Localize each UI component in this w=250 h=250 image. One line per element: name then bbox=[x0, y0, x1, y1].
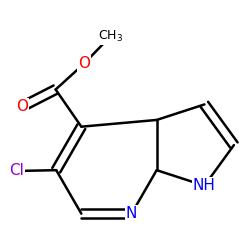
Text: O: O bbox=[16, 99, 28, 114]
Text: NH: NH bbox=[193, 178, 216, 193]
Text: O: O bbox=[78, 56, 90, 72]
Text: Cl: Cl bbox=[9, 164, 24, 178]
Text: N: N bbox=[126, 206, 137, 221]
Text: CH$_3$: CH$_3$ bbox=[98, 29, 123, 44]
